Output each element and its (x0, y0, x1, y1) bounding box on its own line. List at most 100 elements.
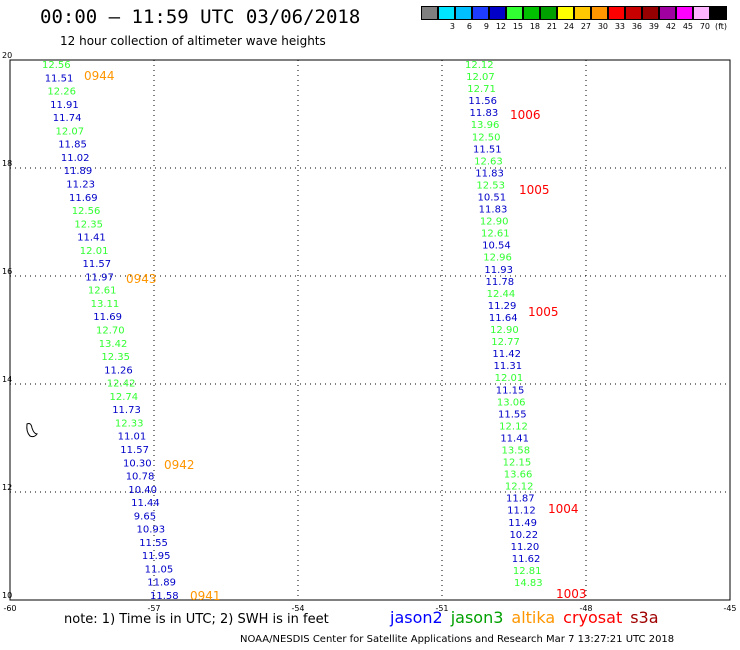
left-track-value: 12.01 (80, 246, 109, 257)
left-track-value: 11.55 (139, 538, 168, 549)
satellite-name: jason2 (390, 608, 443, 627)
right-track-value: 12.77 (491, 337, 520, 348)
color-scale-swatch (489, 6, 506, 20)
color-scale-swatch (642, 6, 659, 20)
right-track-time: 1003 (556, 587, 587, 601)
left-track-value: 12.61 (88, 286, 117, 297)
satellite-name: cryosat (563, 608, 623, 627)
left-track-time: 0941 (190, 589, 221, 603)
left-track-value: 11.57 (83, 259, 112, 270)
left-track-value: 12.35 (74, 219, 103, 230)
right-track-value: 11.12 (507, 506, 536, 517)
color-scale-swatch (659, 6, 676, 20)
right-track-value: 11.83 (475, 168, 504, 179)
right-track-value: 12.90 (480, 217, 509, 228)
right-track-time: 1005 (528, 305, 559, 319)
lon-tick-label: -48 (579, 604, 592, 613)
color-scale-swatch (472, 6, 489, 20)
right-track-value: 11.93 (484, 265, 513, 276)
left-track-value: 11.51 (45, 73, 74, 84)
color-scale-swatch (540, 6, 557, 20)
right-track-value: 12.96 (483, 253, 512, 264)
right-track-value: 11.64 (489, 313, 518, 324)
right-track-value: 11.56 (468, 96, 497, 107)
right-track-value: 13.58 (501, 445, 530, 456)
left-track-value: 11.01 (118, 432, 147, 443)
color-scale-swatch (523, 6, 540, 20)
right-track-value: 12.12 (465, 60, 494, 71)
color-scale-label: 15 (512, 22, 523, 31)
color-scale-label: 9 (483, 22, 489, 31)
lon-tick-label: -54 (291, 604, 304, 613)
right-track-time: 1004 (548, 502, 579, 516)
right-track-time: 1005 (519, 183, 550, 197)
right-track-value: 11.29 (488, 301, 517, 312)
left-track-value: 11.95 (142, 551, 171, 562)
left-track-value: 11.74 (53, 113, 82, 124)
left-track-value: 13.11 (91, 299, 120, 310)
left-track-value: 13.42 (99, 339, 128, 350)
right-track-value: 12.15 (503, 458, 532, 469)
left-track-value: 11.69 (93, 312, 122, 323)
units-note: note: 1) Time is in UTC; 2) SWH is in fe… (64, 612, 329, 627)
right-track-value: 11.20 (511, 542, 540, 553)
color-scale-label: 45 (682, 22, 693, 31)
right-track-value: 12.12 (505, 482, 534, 493)
color-scale-label: 6 (466, 22, 472, 31)
right-track-value: 14.83 (514, 578, 543, 589)
color-scale-bar (421, 6, 727, 20)
right-track-value: 12.50 (472, 132, 501, 143)
right-track-value: 13.96 (471, 120, 500, 131)
left-track-value: 11.57 (120, 445, 149, 456)
right-track-value: 10.51 (478, 193, 507, 204)
right-track-value: 12.44 (487, 289, 516, 300)
right-track-value: 12.01 (495, 373, 524, 384)
left-track-value: 12.70 (96, 326, 125, 337)
color-scale-swatch (506, 6, 523, 20)
left-track-value: 10.40 (128, 485, 157, 496)
satellite-name: altika (511, 608, 556, 627)
left-track-time: 0942 (164, 458, 195, 472)
left-track-value: 11.89 (147, 578, 176, 589)
color-scale-label: 24 (563, 22, 574, 31)
right-track-value: 11.41 (500, 433, 529, 444)
lon-tick-label: -60 (3, 604, 16, 613)
color-scale-label: 3 (449, 22, 455, 31)
color-scale-label: 27 (580, 22, 591, 31)
map-frame (9, 59, 731, 601)
lat-tick-label: 10 (2, 591, 12, 600)
color-scale-swatch (693, 6, 710, 20)
left-track-value: 11.23 (66, 179, 95, 190)
left-track-value: 12.56 (72, 206, 101, 217)
right-track-value: 12.12 (499, 421, 528, 432)
color-scale-labels: 3 6 9 12 15 18 21 24 27 30 33 36 39 42 45 70 (421, 22, 727, 31)
left-track-value: 10.78 (126, 472, 155, 483)
left-track-value: 11.91 (50, 100, 79, 111)
right-track-value: 12.53 (476, 180, 505, 191)
color-scale-swatch (625, 6, 642, 20)
page-subtitle: 12 hour collection of altimeter wave hei… (60, 34, 326, 48)
right-track-value: 12.07 (466, 72, 495, 83)
left-track-value: 12.33 (115, 418, 144, 429)
right-track-value: 13.06 (497, 397, 526, 408)
lon-tick-label: -45 (723, 604, 736, 613)
right-track-value: 10.22 (509, 530, 538, 541)
right-track-value: 11.49 (508, 518, 537, 529)
satellite-name: jason3 (450, 608, 504, 627)
page-title: 00:00 – 11:59 UTC 03/06/2018 (40, 6, 361, 28)
left-track-value: 12.42 (107, 379, 136, 390)
color-scale-swatch (676, 6, 693, 20)
left-track-value: 11.41 (77, 233, 106, 244)
credit-line: NOAA/NESDIS Center for Satellite Applica… (240, 634, 675, 645)
left-track-value: 11.26 (104, 365, 133, 376)
lat-tick-label: 12 (2, 483, 12, 492)
color-scale-swatch (591, 6, 608, 20)
color-scale-unit: (ft) (715, 22, 728, 31)
left-track-value: 11.97 (85, 272, 114, 283)
satellite-legend: jason2 jason3 altika cryosat s3a (390, 608, 667, 627)
left-track-value: 11.69 (69, 193, 98, 204)
color-scale-swatch (438, 6, 455, 20)
right-track-value: 11.62 (512, 554, 541, 565)
color-scale-label: 12 (495, 22, 506, 31)
